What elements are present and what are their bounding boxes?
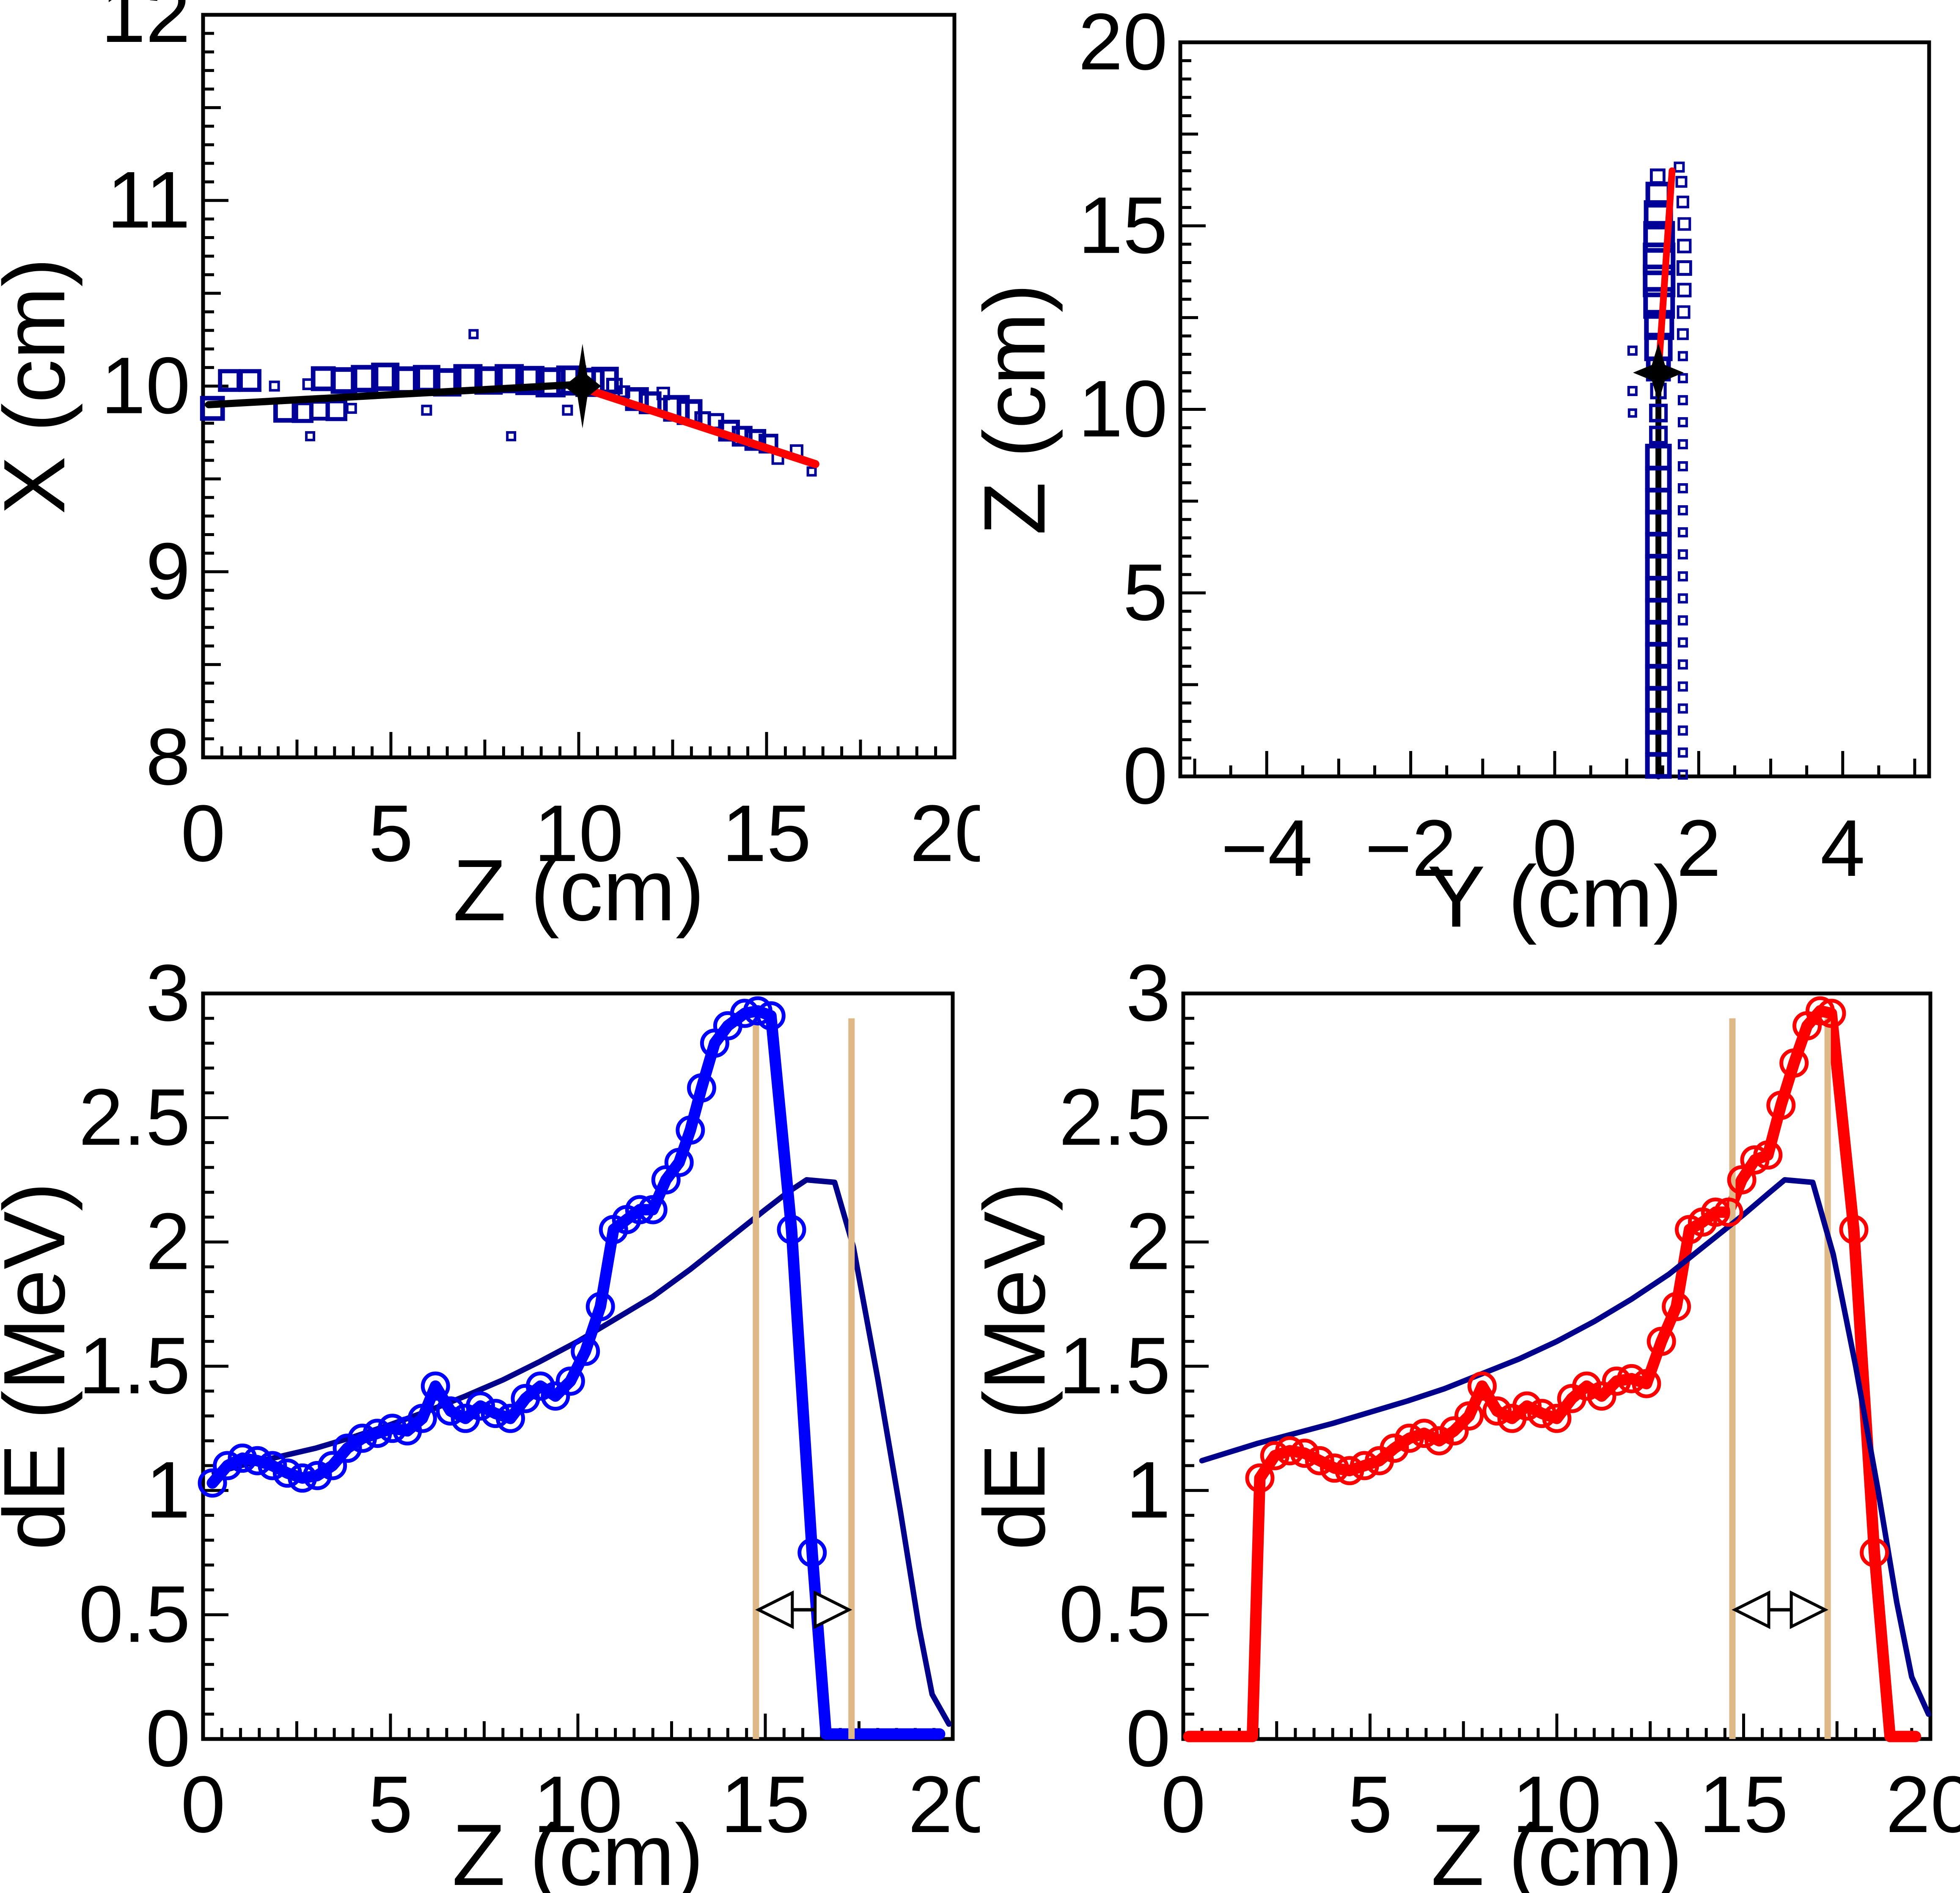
downstream-track-fit-line <box>1655 167 1676 376</box>
y-tick-label: 2 <box>1126 1197 1171 1286</box>
x-tick-label: 10 <box>533 1760 622 1849</box>
y-tick-label: 3 <box>146 948 190 1038</box>
y-axis-title: dE (MeV) <box>980 1182 1063 1550</box>
axis-tick-labels: −4 −2 0 2 4 0 5 10 15 20 <box>1078 0 1865 893</box>
panel-zy: −4 −2 0 2 4 0 5 10 15 20 Y (cm) Z (cm) <box>980 0 1960 946</box>
axis-ticks <box>201 13 956 759</box>
panel-dedx-1-svg: 0 5 10 15 20 0 0.5 1 1.5 2 2.5 3 Z (cm) dE (MeV) <box>0 948 980 1893</box>
y-tick-label: 0.5 <box>79 1569 190 1659</box>
y-tick-label: 10 <box>1078 364 1168 454</box>
y-tick-label: 1.5 <box>1059 1321 1171 1411</box>
plot-frame <box>1178 40 1931 779</box>
y-axis-title: Z (cm) <box>980 283 1063 535</box>
x-tick-label: 5 <box>368 1760 413 1849</box>
vertex-marker <box>564 344 601 429</box>
y-tick-label: 8 <box>146 712 190 802</box>
y-tick-label: 11 <box>107 155 190 245</box>
x-tick-label: 20 <box>908 1760 980 1849</box>
y-tick-label: 10 <box>101 341 190 431</box>
panel-dedx-1: 0 5 10 15 20 0 0.5 1 1.5 2 2.5 3 Z (cm) dE (MeV) <box>0 946 980 1893</box>
x-tick-label: 0 <box>181 789 225 878</box>
downstream-track-fit-line <box>578 384 819 468</box>
panel-xz-svg: 0 5 10 15 20 8 9 10 11 12 Z (cm) X (cm) <box>0 0 980 939</box>
x-tick-label: 0 <box>1161 1760 1206 1849</box>
x-tick-label: 15 <box>720 1760 810 1849</box>
expected-bragg-curve <box>212 1177 952 1727</box>
x-tick-label: 15 <box>1699 1760 1788 1849</box>
axis-ticks <box>1180 41 1916 778</box>
y-tick-label: 2.5 <box>1059 1073 1171 1162</box>
y-tick-label: 3 <box>1126 948 1171 1038</box>
x-axis-title: Z (cm) <box>1431 1806 1683 1893</box>
y-tick-label: 12 <box>101 0 190 59</box>
axis-ticks <box>1182 992 1932 1741</box>
x-tick-label: 20 <box>1886 1760 1960 1849</box>
y-tick-label: 0 <box>1126 1694 1171 1783</box>
range-difference-arrow <box>1732 1590 1829 1629</box>
x-tick-label: 10 <box>534 789 623 878</box>
vertex-marker <box>1633 343 1684 402</box>
x-axis-title: Z (cm) <box>453 842 705 939</box>
axis-tick-labels: 0 5 10 15 20 0 0.5 1 1.5 2 2.5 3 <box>79 948 980 1849</box>
y-tick-label: 1 <box>146 1445 190 1535</box>
y-tick-label: 0 <box>1123 731 1168 821</box>
y-tick-label: 20 <box>1078 0 1168 87</box>
range-difference-arrow <box>755 1590 852 1629</box>
y-tick-label: 0 <box>146 1694 190 1783</box>
y-tick-label: 15 <box>1078 181 1168 270</box>
x-tick-label: −4 <box>1221 803 1313 893</box>
x-tick-label: 20 <box>910 789 980 878</box>
x-axis-title: Z (cm) <box>452 1806 704 1893</box>
panel-xz: 0 5 10 15 20 8 9 10 11 12 Z (cm) X (cm) <box>0 0 980 946</box>
dedx-points <box>198 996 827 1567</box>
dedx-points <box>1245 996 1889 1567</box>
x-tick-label: 15 <box>722 789 811 878</box>
y-axis-title: dE (MeV) <box>0 1182 83 1550</box>
upstream-track-fit-line <box>205 380 586 408</box>
panel-zy-svg: −4 −2 0 2 4 0 5 10 15 20 Y (cm) Z (cm) <box>980 0 1931 945</box>
measured-dedx-line <box>1183 1005 1922 1742</box>
axis-tick-labels: 0 5 10 15 20 0 0.5 1 1.5 2 2.5 3 <box>1059 948 1960 1849</box>
y-axis-title: X (cm) <box>0 258 83 514</box>
x-tick-label: 5 <box>1348 1760 1393 1849</box>
y-tick-label: 2 <box>146 1197 190 1286</box>
x-tick-label: 4 <box>1820 803 1865 893</box>
x-tick-label: 5 <box>368 789 413 878</box>
panel-dedx-2-svg: 0 5 10 15 20 0 0.5 1 1.5 2 2.5 3 Z (cm) dE (MeV) <box>980 948 1960 1893</box>
x-tick-label: 0 <box>1532 803 1577 893</box>
y-tick-label: 0.5 <box>1059 1569 1171 1659</box>
y-tick-label: 5 <box>1123 548 1168 637</box>
expected-bragg-curve <box>1199 1177 1932 1717</box>
x-tick-label: 10 <box>1512 1760 1601 1849</box>
y-tick-label: 1 <box>1126 1445 1171 1535</box>
x-axis-title: Y (cm) <box>1427 848 1682 945</box>
plot-frame <box>1181 991 1933 1741</box>
measured-dedx-line <box>206 1005 946 1740</box>
panel-dedx-2: 0 5 10 15 20 0 0.5 1 1.5 2 2.5 3 Z (cm) dE (MeV) <box>980 946 1960 1893</box>
axis-tick-labels: 0 5 10 15 20 8 9 10 11 12 <box>101 0 980 878</box>
y-tick-label: 9 <box>146 526 190 616</box>
x-tick-label: 0 <box>181 1760 225 1849</box>
x-tick-label: −2 <box>1365 803 1457 893</box>
y-tick-label: 1.5 <box>79 1321 190 1411</box>
y-tick-label: 2.5 <box>79 1073 190 1162</box>
x-tick-label: 2 <box>1677 803 1721 893</box>
